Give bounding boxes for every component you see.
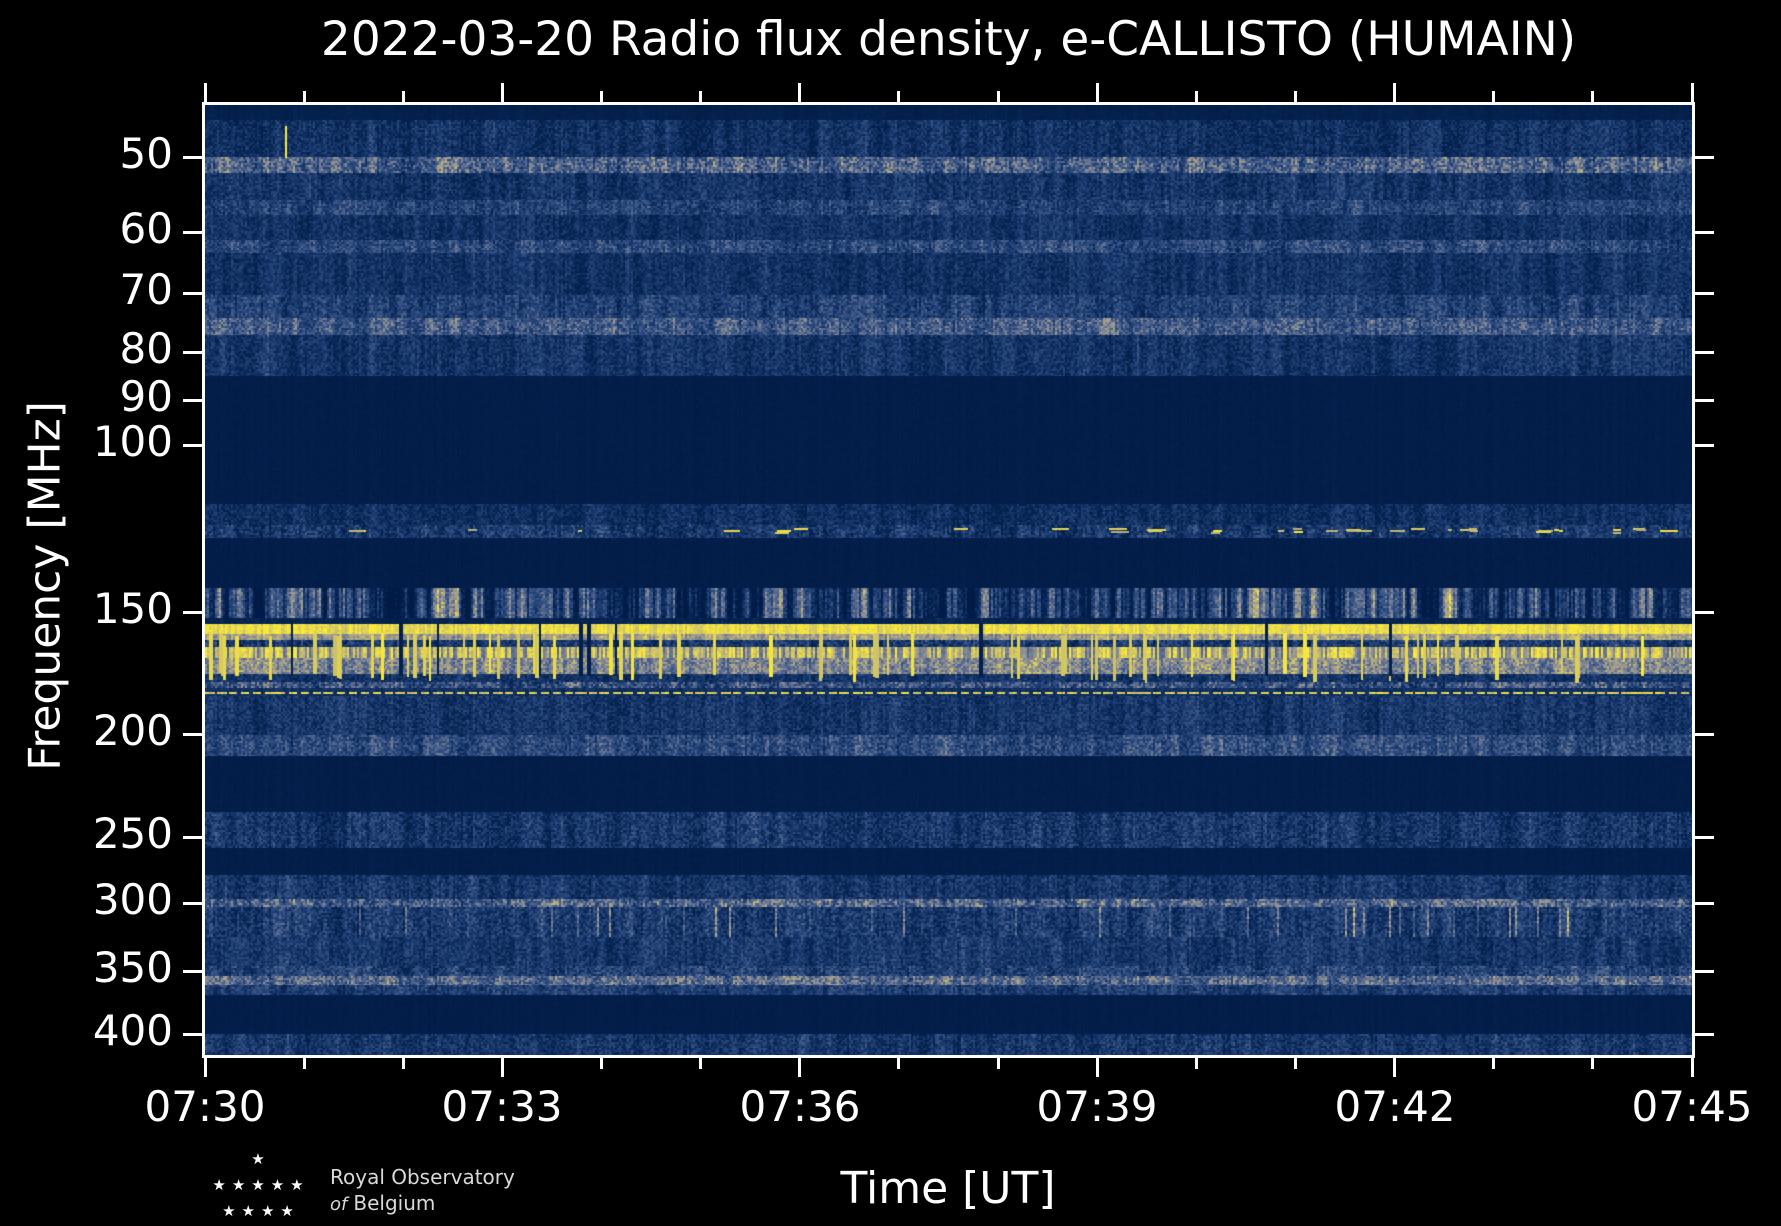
y-axis-label: Frequency [MHz] xyxy=(19,401,71,771)
x-minor-tick xyxy=(303,1058,306,1069)
y-tick-label: 400 xyxy=(92,1006,173,1055)
y-tick xyxy=(183,399,202,402)
x-minor-tick xyxy=(1195,1058,1198,1069)
y-tick-label: 150 xyxy=(92,584,173,633)
y-tick-right xyxy=(1695,399,1714,402)
x-major-tick-top xyxy=(501,83,504,102)
y-tick xyxy=(183,733,202,736)
y-tick xyxy=(183,351,202,354)
y-tick-right xyxy=(1695,292,1714,295)
x-tick-label: 07:33 xyxy=(441,1082,563,1131)
y-tick xyxy=(183,231,202,234)
x-minor-tick-top xyxy=(1492,91,1495,102)
x-minor-tick-top xyxy=(1195,91,1198,102)
y-tick xyxy=(183,1033,202,1036)
x-major-tick-top xyxy=(1096,83,1099,102)
y-tick-right xyxy=(1695,1033,1714,1036)
y-tick xyxy=(183,902,202,905)
x-major-tick xyxy=(1393,1058,1396,1077)
y-tick-right xyxy=(1695,156,1714,159)
y-tick-label: 50 xyxy=(119,129,173,178)
x-tick-label: 07:39 xyxy=(1036,1082,1158,1131)
y-tick-right xyxy=(1695,231,1714,234)
rob-logo-star-row: ★★★★ xyxy=(222,1202,300,1220)
x-minor-tick xyxy=(1591,1058,1594,1069)
x-axis-label: Time [UT] xyxy=(840,1163,1056,1214)
y-tick-right xyxy=(1695,733,1714,736)
y-tick-right xyxy=(1695,611,1714,614)
x-minor-tick-top xyxy=(600,91,603,102)
x-minor-tick xyxy=(402,1058,405,1069)
rob-logo-line2: of Belgium xyxy=(330,1190,515,1218)
y-tick xyxy=(183,611,202,614)
y-tick-right xyxy=(1695,836,1714,839)
y-tick-right xyxy=(1695,351,1714,354)
rob-logo-line2-of: of xyxy=(330,1194,348,1215)
x-minor-tick-top xyxy=(402,91,405,102)
y-tick xyxy=(183,836,202,839)
x-major-tick xyxy=(798,1058,801,1077)
x-minor-tick-top xyxy=(1591,91,1594,102)
spectrogram-canvas xyxy=(205,105,1692,1055)
y-tick xyxy=(183,444,202,447)
x-major-tick xyxy=(1096,1058,1099,1077)
rob-logo-text: Royal Observatory of Belgium xyxy=(330,1146,515,1218)
rob-logo-stars: ★ ★★★★★ ★★★★ xyxy=(208,1146,308,1224)
x-major-tick xyxy=(501,1058,504,1077)
x-minor-tick-top xyxy=(997,91,1000,102)
y-tick-right xyxy=(1695,444,1714,447)
rob-logo-line1: Royal Observatory xyxy=(330,1165,515,1189)
x-minor-tick xyxy=(600,1058,603,1069)
x-major-tick xyxy=(204,1058,207,1077)
x-tick-label: 07:30 xyxy=(144,1082,266,1131)
x-tick-label: 07:36 xyxy=(739,1082,861,1131)
y-tick xyxy=(183,292,202,295)
plot-area xyxy=(202,102,1695,1058)
x-minor-tick xyxy=(1492,1058,1495,1069)
y-tick-label: 350 xyxy=(92,943,173,992)
y-tick-label: 90 xyxy=(119,372,173,421)
y-tick xyxy=(183,970,202,973)
x-minor-tick-top xyxy=(303,91,306,102)
y-tick-label: 80 xyxy=(119,324,173,373)
y-tick-right xyxy=(1695,970,1714,973)
y-tick-label: 300 xyxy=(92,875,173,924)
chart-title: 2022-03-20 Radio flux density, e-CALLIST… xyxy=(320,12,1577,67)
y-tick-label: 100 xyxy=(92,417,173,466)
x-major-tick-top xyxy=(1691,83,1694,102)
x-minor-tick xyxy=(897,1058,900,1069)
rob-logo-star-row: ★ xyxy=(251,1150,271,1168)
y-tick-label: 200 xyxy=(92,706,173,755)
x-major-tick-top xyxy=(204,83,207,102)
rob-logo-star-row: ★★★★★ xyxy=(212,1176,310,1194)
y-tick-label: 70 xyxy=(119,265,173,314)
x-tick-label: 07:42 xyxy=(1334,1082,1456,1131)
x-major-tick-top xyxy=(1393,83,1396,102)
y-tick-right xyxy=(1695,902,1714,905)
y-tick xyxy=(183,156,202,159)
x-minor-tick xyxy=(699,1058,702,1069)
x-minor-tick xyxy=(1294,1058,1297,1069)
rob-logo: ★ ★★★★★ ★★★★ Royal Observatory of Belgium xyxy=(208,1146,515,1224)
y-tick-label: 60 xyxy=(119,204,173,253)
x-minor-tick-top xyxy=(897,91,900,102)
x-minor-tick-top xyxy=(1294,91,1297,102)
x-minor-tick xyxy=(997,1058,1000,1069)
x-major-tick-top xyxy=(798,83,801,102)
rob-logo-line2-belgium: Belgium xyxy=(353,1191,436,1215)
y-tick-label: 250 xyxy=(92,809,173,858)
x-minor-tick-top xyxy=(699,91,702,102)
x-tick-label: 07:45 xyxy=(1631,1082,1753,1131)
x-major-tick xyxy=(1691,1058,1694,1077)
